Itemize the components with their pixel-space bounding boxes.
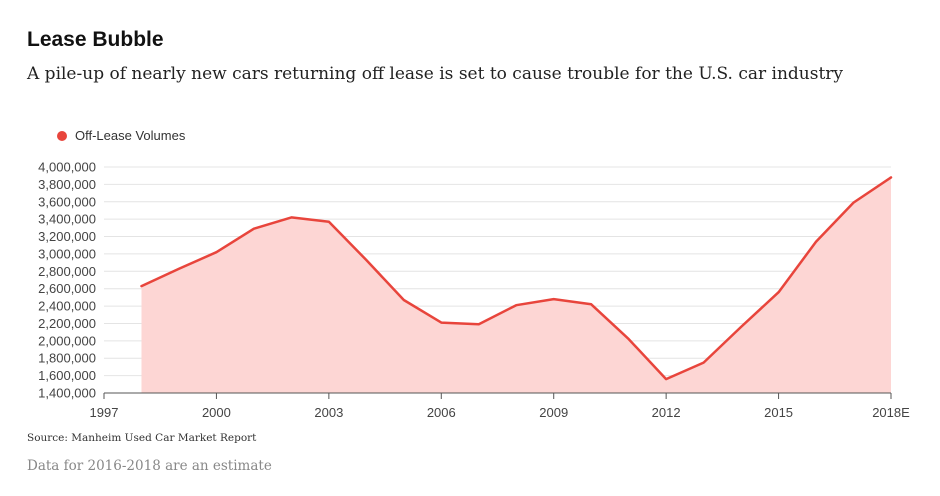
chart-subtitle: A pile-up of nearly new cars returning o…: [27, 64, 844, 84]
legend-label-off-lease: Off-Lease Volumes: [75, 128, 186, 143]
y-tick-label: 1,600,000: [38, 368, 96, 383]
y-tick-label: 2,800,000: [38, 264, 96, 279]
y-tick-label: 3,000,000: [38, 246, 96, 261]
y-tick-label: 1,800,000: [38, 351, 96, 366]
x-tick-label: 2000: [202, 405, 231, 420]
x-tick-label: 2018E: [872, 405, 910, 420]
y-tick-label: 2,600,000: [38, 281, 96, 296]
series-line-off-lease: [140, 176, 893, 381]
y-tick-label: 2,400,000: [38, 299, 96, 314]
y-tick-label: 4,000,000: [38, 160, 96, 175]
y-tick-label: 3,200,000: [38, 229, 96, 244]
y-tick-label: 1,400,000: [38, 386, 96, 401]
estimate-note: Data for 2016-2018 are an estimate: [27, 458, 272, 474]
area-fill-off-lease: [141, 177, 891, 393]
x-tick-label: 2003: [314, 405, 343, 420]
x-tick-label: 2012: [652, 405, 681, 420]
x-tick-label: 2009: [539, 405, 568, 420]
y-tick-label: 3,400,000: [38, 212, 96, 227]
y-tick-label: 2,000,000: [38, 333, 96, 348]
x-tick-label: 2015: [764, 405, 793, 420]
y-tick-label: 3,600,000: [38, 194, 96, 209]
y-tick-label: 3,800,000: [38, 177, 96, 192]
chart-title: Lease Bubble: [27, 28, 164, 51]
x-tick-label: 2006: [427, 405, 456, 420]
legend: Off-Lease Volumes: [57, 128, 185, 143]
source-note: Source: Manheim Used Car Market Report: [27, 432, 257, 444]
y-tick-label: 2,200,000: [38, 316, 96, 331]
x-tick-label: 1997: [90, 405, 119, 420]
legend-swatch-off-lease: [57, 130, 67, 141]
